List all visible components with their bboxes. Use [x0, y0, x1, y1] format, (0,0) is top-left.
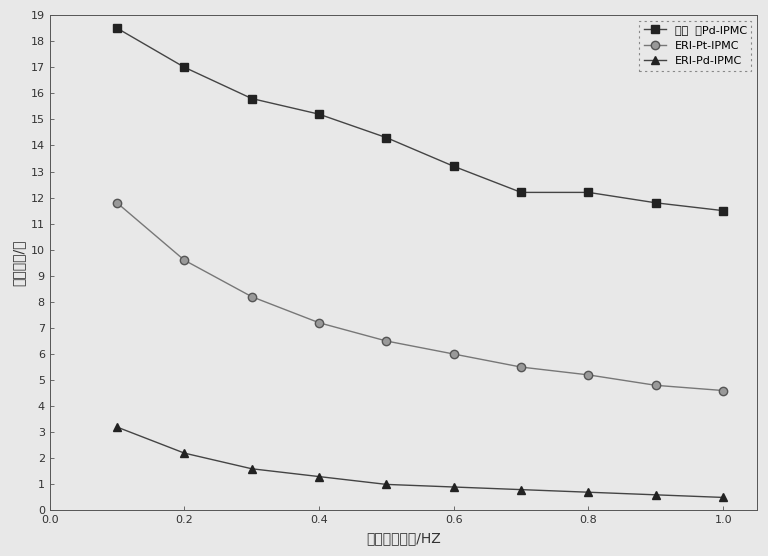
ERI-Pt-IPMC — [517, 364, 526, 370]
自制  钟Pd-IPMC — [112, 25, 121, 32]
自制  钟Pd-IPMC — [314, 111, 323, 117]
Y-axis label: 末端位移/妆: 末端位移/妆 — [11, 240, 25, 286]
ERI-Pt-IPMC — [651, 382, 660, 389]
ERI-Pt-IPMC — [112, 200, 121, 206]
自制  钟Pd-IPMC — [584, 189, 593, 196]
ERI-Pd-IPMC — [382, 481, 391, 488]
ERI-Pd-IPMC — [449, 484, 458, 490]
Legend: 自制  钟Pd-IPMC, ERI-Pt-IPMC, ERI-Pd-IPMC: 自制 钟Pd-IPMC, ERI-Pt-IPMC, ERI-Pd-IPMC — [639, 21, 751, 71]
ERI-Pt-IPMC — [247, 294, 257, 300]
X-axis label: 驱动电压频率/HZ: 驱动电压频率/HZ — [366, 531, 441, 545]
Line: ERI-Pd-IPMC: ERI-Pd-IPMC — [113, 423, 727, 502]
ERI-Pd-IPMC — [719, 494, 728, 501]
ERI-Pt-IPMC — [382, 337, 391, 344]
ERI-Pd-IPMC — [112, 424, 121, 430]
ERI-Pd-IPMC — [584, 489, 593, 495]
自制  钟Pd-IPMC — [517, 189, 526, 196]
自制  钟Pd-IPMC — [651, 200, 660, 206]
ERI-Pd-IPMC — [517, 486, 526, 493]
自制  钟Pd-IPMC — [247, 95, 257, 102]
ERI-Pd-IPMC — [314, 473, 323, 480]
ERI-Pt-IPMC — [180, 257, 189, 264]
ERI-Pd-IPMC — [247, 465, 257, 472]
自制  钟Pd-IPMC — [719, 207, 728, 214]
Line: 自制  钟Pd-IPMC: 自制 钟Pd-IPMC — [113, 24, 727, 215]
ERI-Pt-IPMC — [449, 351, 458, 358]
自制  钟Pd-IPMC — [382, 135, 391, 141]
Line: ERI-Pt-IPMC: ERI-Pt-IPMC — [113, 198, 727, 395]
ERI-Pt-IPMC — [314, 319, 323, 326]
自制  钟Pd-IPMC — [449, 163, 458, 170]
ERI-Pd-IPMC — [651, 492, 660, 498]
ERI-Pt-IPMC — [584, 371, 593, 378]
自制  钟Pd-IPMC — [180, 64, 189, 71]
ERI-Pd-IPMC — [180, 450, 189, 456]
ERI-Pt-IPMC — [719, 387, 728, 394]
